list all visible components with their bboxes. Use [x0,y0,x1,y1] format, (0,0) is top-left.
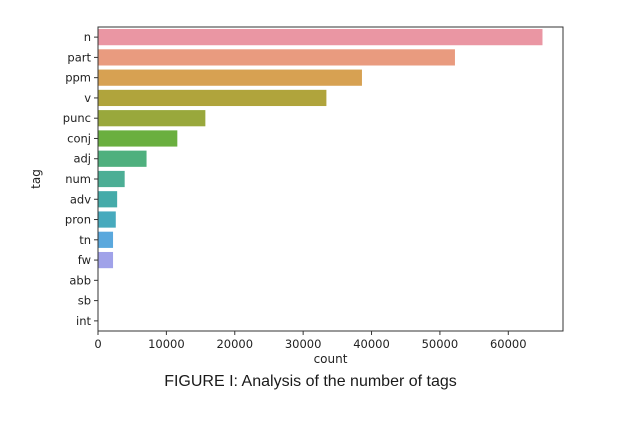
x-tick-label: 40000 [353,337,390,351]
x-tick-label: 50000 [422,337,459,351]
y-tick-label: punc [63,111,91,125]
x-tick-label: 60000 [490,337,527,351]
x-tick-label: 20000 [216,337,253,351]
bar-n [98,29,543,46]
x-tick-label: 0 [94,337,101,351]
bar-num [98,170,125,188]
y-tick-label: n [84,30,91,44]
plot-frame [97,26,564,332]
bar-tn [98,231,114,248]
y-tick-label: part [67,50,91,64]
y-tick-label: fw [78,253,91,267]
x-tick-label: 10000 [148,337,185,351]
bar-pron [98,211,116,228]
bar-adj [98,150,147,167]
y-tick-label: ppm [65,71,91,85]
bar-ppm [98,69,362,86]
figure-caption: FIGURE I: Analysis of the number of tags [164,373,457,390]
x-tick-label: 30000 [285,337,322,351]
y-tick-label: tn [79,233,91,247]
x-axis-ticks: 0 10000 20000 30000 40000 50000 60000 [94,331,527,351]
y-tick-label: conj [67,131,91,145]
y-tick-label: sb [78,294,91,308]
y-axis-label: tag [29,169,43,189]
y-tick-label: num [65,172,91,186]
y-tick-label: int [76,314,91,328]
y-tick-label: abb [69,273,91,287]
bar-fw [98,251,114,269]
bar-punc [98,110,206,127]
y-tick-label: adj [73,152,91,166]
bar-conj [98,130,178,147]
y-tick-label: v [84,91,91,105]
bar-part [98,49,455,66]
x-axis-label: count [314,352,348,366]
y-tick-label: adv [70,192,91,206]
bar-adv [98,191,118,208]
bars-group [98,29,543,269]
y-tick-label: pron [65,213,91,227]
y-axis-ticks: n part ppm v punc conj adj num adv pron tn fw abb sb i… [63,30,98,328]
bar-v [98,89,327,107]
